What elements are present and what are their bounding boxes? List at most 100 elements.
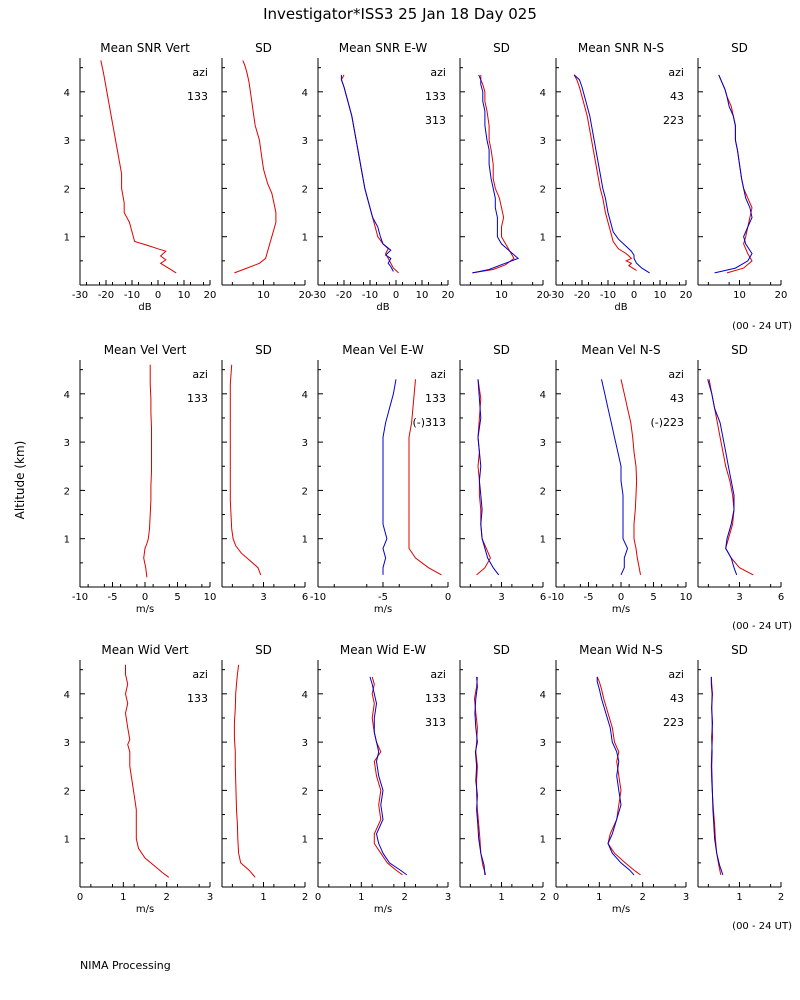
x-tick-label: 0 [155,290,161,301]
blue-profile-line [477,379,500,576]
legend-entry: (-)313 [412,416,446,429]
x-tick-label: -5 [584,592,594,603]
y-tick-label: 3 [540,738,546,749]
blue-profile-line [340,74,394,272]
red-profile-line [472,74,515,274]
y-tick-label: 3 [64,136,70,147]
blue-profile-line [596,676,635,876]
panel-title: SD [731,643,748,657]
red-profile-line [233,664,256,878]
x-tick-label: -10 [124,290,140,301]
red-profile-line [708,379,754,576]
y-tick-label: 2 [64,786,70,797]
panel-title: SD [255,41,272,55]
x-axis-label: m/s [136,604,154,615]
legend-azi-word: azi [192,66,208,79]
x-tick-label: -5 [378,592,388,603]
y-tick-label: 2 [302,486,308,497]
red-profile-line [229,364,262,576]
blue-profile-line [472,74,520,274]
red-profile-line [718,74,753,274]
x-tick-label: 20 [204,290,217,301]
page-title: Investigator*ISS3 25 Jan 18 Day 025 [263,5,537,23]
x-tick-label: 10 [257,290,270,301]
red-profile-line [596,676,641,876]
red-profile-line [476,379,491,576]
x-tick-label: -20 [98,290,114,301]
legend-azi-word: azi [430,368,446,381]
x-tick-label: 6 [540,592,546,603]
y-tick-label: 2 [64,486,70,497]
legend-entry: 313 [425,114,446,127]
panel-title: SD [731,343,748,357]
legend-azi-word: azi [192,368,208,381]
panel-title: SD [731,41,748,55]
x-tick-label: 2 [302,892,308,903]
y-tick-label: 2 [540,786,546,797]
x-tick-label: -30 [72,290,88,301]
x-tick-label: 0 [553,892,559,903]
x-tick-label: -5 [108,592,118,603]
legend-entry: 133 [187,392,208,405]
x-tick-label: 5 [650,592,656,603]
panel-title: SD [255,643,272,657]
x-tick-label: 10 [654,290,667,301]
legend-azi-word: azi [192,668,208,681]
legend-azi-word: azi [668,368,684,381]
red-profile-line [143,364,152,578]
x-tick-label: -10 [362,290,378,301]
legend-entry: 223 [663,114,684,127]
x-tick-label: 10 [204,592,217,603]
panel-title: Mean Wid N-S [579,643,663,657]
x-tick-label: 0 [445,592,451,603]
y-tick-label: 4 [540,88,546,99]
red-profile-line [100,60,177,274]
x-tick-label: 20 [775,290,788,301]
y-tick-label: 3 [302,136,308,147]
y-tick-label: 4 [302,390,308,401]
legend-azi-word: azi [668,66,684,79]
x-tick-label: -20 [336,290,352,301]
x-tick-label: 2 [639,892,645,903]
y-tick-label: 1 [64,535,70,546]
y-tick-label: 3 [540,438,546,449]
x-tick-label: 6 [778,592,784,603]
y-tick-label: 2 [64,184,70,195]
panel-title: Mean Vel E-W [342,343,424,357]
y-tick-label: 1 [302,835,308,846]
x-tick-label: 2 [540,892,546,903]
panel-title: Mean Vel Vert [104,343,187,357]
y-tick-label: 2 [302,786,308,797]
x-tick-label: 3 [207,892,213,903]
x-axis-label: m/s [612,904,630,915]
x-tick-label: -30 [548,290,564,301]
y-tick-label: 4 [64,88,70,99]
x-tick-label: 1 [596,892,602,903]
blue-profile-line [382,379,397,575]
y-tick-label: 1 [64,835,70,846]
blue-profile-line [369,676,408,876]
legend-azi-word: azi [430,668,446,681]
x-tick-label: 2 [778,892,784,903]
x-tick-label: 20 [442,290,455,301]
legend-entry: 133 [425,90,446,103]
legend-entry: 43 [670,90,684,103]
blue-profile-line [710,676,724,876]
legend-entry: (-)223 [650,416,684,429]
panel-title: SD [493,41,510,55]
x-tick-label: 20 [299,290,312,301]
red-profile-line [371,676,403,876]
y-tick-label: 4 [540,690,546,701]
x-tick-label: 2 [163,892,169,903]
y-tick-label: 3 [302,738,308,749]
legend-entry: 313 [425,716,446,729]
y-tick-label: 3 [64,738,70,749]
legend-entry: 43 [670,392,684,405]
blue-profile-line [601,379,629,576]
x-tick-label: 0 [142,592,148,603]
legend-azi-word: azi [430,66,446,79]
x-tick-label: 10 [733,290,746,301]
x-axis-label: dB [376,302,389,313]
panel-title: Mean SNR N-S [578,41,664,55]
x-tick-label: 20 [680,290,693,301]
